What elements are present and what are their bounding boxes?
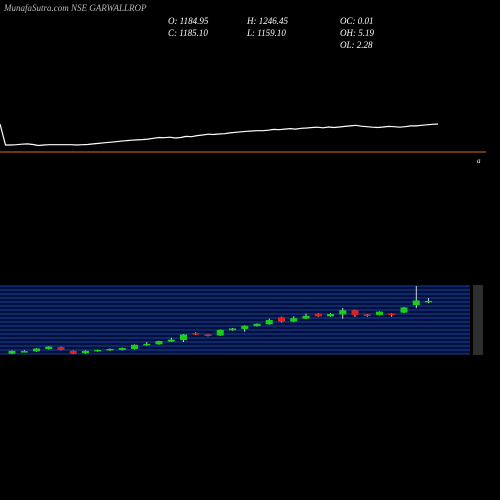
candle <box>412 286 420 309</box>
candle-body <box>290 318 298 322</box>
candle <box>94 349 102 352</box>
candle-body <box>253 323 261 327</box>
candle-body <box>155 341 163 345</box>
candle <box>339 307 347 319</box>
candle <box>327 313 334 317</box>
price-line <box>0 123 439 147</box>
candle-body <box>241 325 249 329</box>
candle <box>229 328 236 331</box>
candle <box>253 323 261 327</box>
candle-body <box>278 317 285 322</box>
low-value: L: 1159.10 <box>247 28 286 38</box>
candle <box>302 313 310 320</box>
candle-body <box>302 315 310 319</box>
candle-body <box>388 313 396 316</box>
ol-value: OL: 2.28 <box>340 40 373 50</box>
candle-body <box>339 310 347 315</box>
candle <box>20 350 28 353</box>
candle <box>143 342 151 346</box>
candle-body <box>314 313 322 317</box>
candle <box>33 348 40 352</box>
candle-body <box>143 343 151 346</box>
candle <box>131 344 138 350</box>
candle-body <box>94 349 102 352</box>
candle <box>376 311 383 316</box>
candle-body <box>167 339 175 342</box>
close-value: C: 1185.10 <box>168 28 208 38</box>
open-value: O: 1184.95 <box>168 16 209 26</box>
candle-body <box>351 310 359 315</box>
candle-body <box>131 344 138 349</box>
candle-body <box>412 300 420 306</box>
price-line-panel <box>0 123 439 147</box>
candle <box>8 350 16 355</box>
candle <box>278 316 285 323</box>
band-fill <box>0 286 470 354</box>
chart-title: MunafaSutra.com NSE GARWALLROP <box>4 3 147 13</box>
candle-body <box>265 320 273 325</box>
candle-body <box>425 300 432 303</box>
candle-body <box>180 334 187 341</box>
candle <box>241 325 249 332</box>
candle <box>82 350 89 354</box>
candle <box>106 348 114 351</box>
candle <box>192 332 200 335</box>
candle <box>45 346 53 350</box>
candlestick-series <box>8 286 432 355</box>
candle-body <box>45 346 53 349</box>
candle <box>388 313 396 317</box>
candle <box>363 314 371 317</box>
candle-body <box>82 350 89 354</box>
candle <box>351 309 359 317</box>
candle <box>425 298 432 304</box>
candle-body <box>33 348 40 352</box>
oh-value: OH: 5.19 <box>340 28 374 38</box>
candle <box>69 350 77 355</box>
candle <box>180 334 187 342</box>
candle <box>57 346 65 351</box>
candle <box>118 347 126 351</box>
high-value: H: 1246.45 <box>247 16 288 26</box>
candle-body <box>8 350 16 354</box>
candle-body <box>118 348 126 350</box>
candle <box>155 340 163 345</box>
candle-body <box>192 333 200 335</box>
candle-body <box>400 307 408 313</box>
candle <box>314 313 322 317</box>
candle <box>400 307 408 314</box>
candle <box>167 337 175 342</box>
candle <box>265 318 273 325</box>
candle-body <box>20 351 28 353</box>
annotation-label: a <box>477 157 481 165</box>
candle <box>290 316 298 322</box>
candle-body <box>327 314 334 317</box>
candle-body <box>216 329 224 336</box>
oc-value: OC: 0.01 <box>340 16 374 26</box>
candle-body <box>106 349 114 351</box>
candle-body <box>69 350 77 354</box>
candle-body <box>57 347 65 350</box>
candle-body <box>363 314 371 316</box>
candle <box>204 334 212 337</box>
candle-body <box>229 328 236 331</box>
candle <box>216 329 224 336</box>
candle-body <box>376 311 383 315</box>
price-band-background <box>0 285 483 355</box>
candle-body <box>204 334 212 337</box>
